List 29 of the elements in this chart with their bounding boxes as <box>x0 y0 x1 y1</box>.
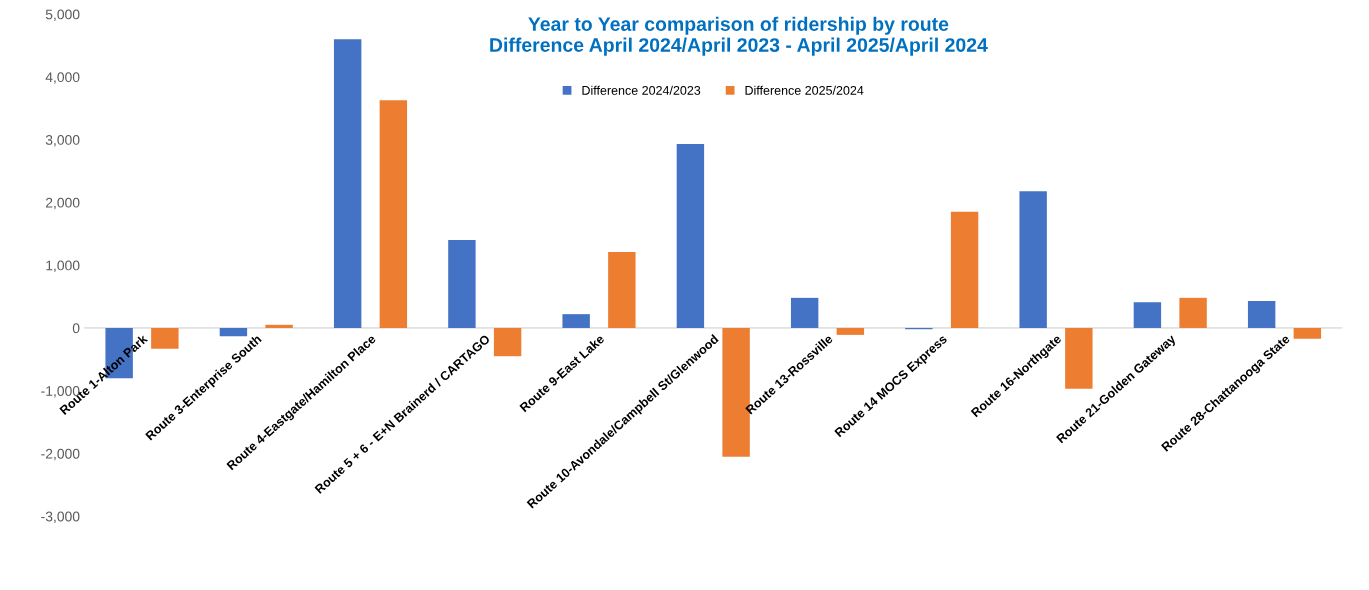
bar <box>836 327 865 335</box>
legend-label: Difference 2024/2023 <box>582 85 701 95</box>
bar <box>219 327 248 337</box>
bar <box>676 144 705 328</box>
bar <box>950 211 979 328</box>
y-tick-label: 4,000 <box>45 72 80 84</box>
y-tick-label: 1,000 <box>46 260 80 273</box>
bar <box>1019 191 1047 328</box>
bar <box>1293 327 1322 339</box>
bar <box>562 314 590 328</box>
legend-label: Difference 2025/2024 <box>745 85 864 95</box>
bar <box>790 297 819 328</box>
y-tick-label: -2,000 <box>41 448 80 461</box>
bar <box>265 324 293 328</box>
bar <box>1247 300 1276 328</box>
y-tick-label: -3,000 <box>41 511 80 524</box>
bar <box>608 252 636 328</box>
bar <box>151 327 179 349</box>
bar <box>379 100 408 328</box>
text: Year to Year comparison of ridership by route Difference April 2024/April 2023 - April 2025/April 2024 <box>490 16 988 56</box>
y-tick-label: 2,000 <box>45 197 80 210</box>
bar <box>333 39 362 328</box>
bar <box>493 327 522 357</box>
y-tick-label: 0 <box>72 323 80 334</box>
bar <box>448 240 476 328</box>
y-tick-label: 3,000 <box>45 135 80 147</box>
bar <box>1133 302 1162 328</box>
y-tick-label: 5,000 <box>45 9 80 21</box>
bar <box>1179 297 1207 328</box>
